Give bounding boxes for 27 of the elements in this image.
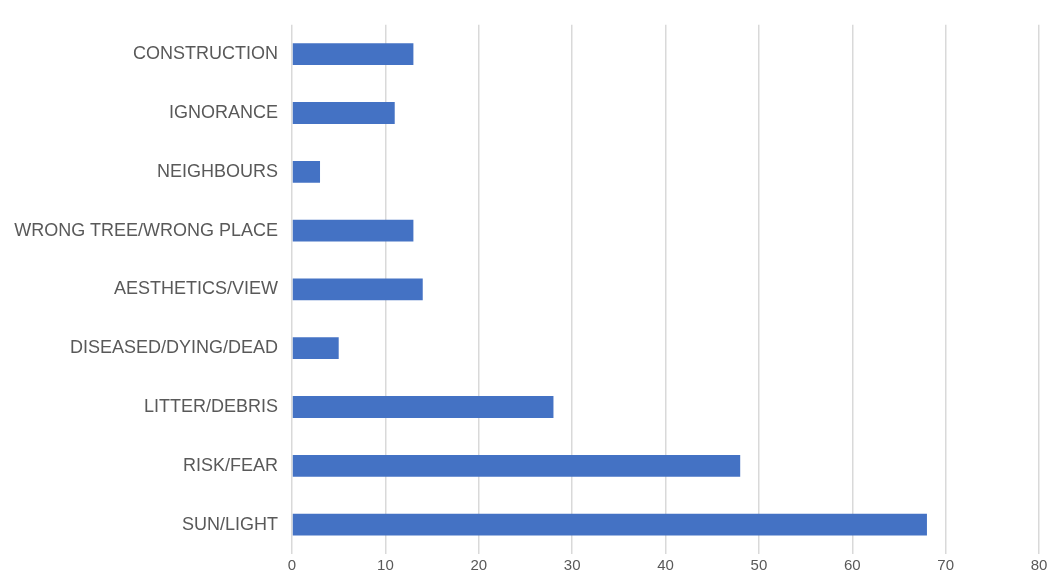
x-tick-label: 30 [563,556,581,574]
x-tick-label: 10 [377,556,394,574]
bar [292,396,554,418]
y-tick-label: NEIGHBOURS [156,160,279,181]
bar [292,337,339,360]
x-tick-label: 80 [1030,556,1048,574]
bar [292,278,423,301]
bar [292,102,395,124]
y-tick-label: WRONG TREE/WRONG PLACE [14,219,279,240]
bar [292,513,927,536]
y-tick-label: SUN/LIGHT [182,513,279,534]
y-tick-label: LITTER/DEBRIS [143,395,279,416]
y-tick-label: CONSTRUCTION [133,43,279,64]
bar [292,219,414,242]
x-tick-label: 70 [937,556,954,574]
bar [292,160,321,183]
y-tick-label: IGNORANCE [169,101,279,122]
y-tick-label: DISEASED/DYING/DEAD [69,337,279,358]
bar [292,43,414,66]
y-tick-label: AESTHETICS/VIEW [113,278,279,299]
x-tick-label: 60 [843,556,861,574]
bar [292,454,741,477]
x-tick-label: 20 [470,556,488,574]
y-tick-label: RISK/FEAR [182,454,279,475]
x-tick-label: 40 [657,556,674,574]
x-tick-label: 50 [750,556,768,574]
x-tick-label: 0 [287,556,297,574]
